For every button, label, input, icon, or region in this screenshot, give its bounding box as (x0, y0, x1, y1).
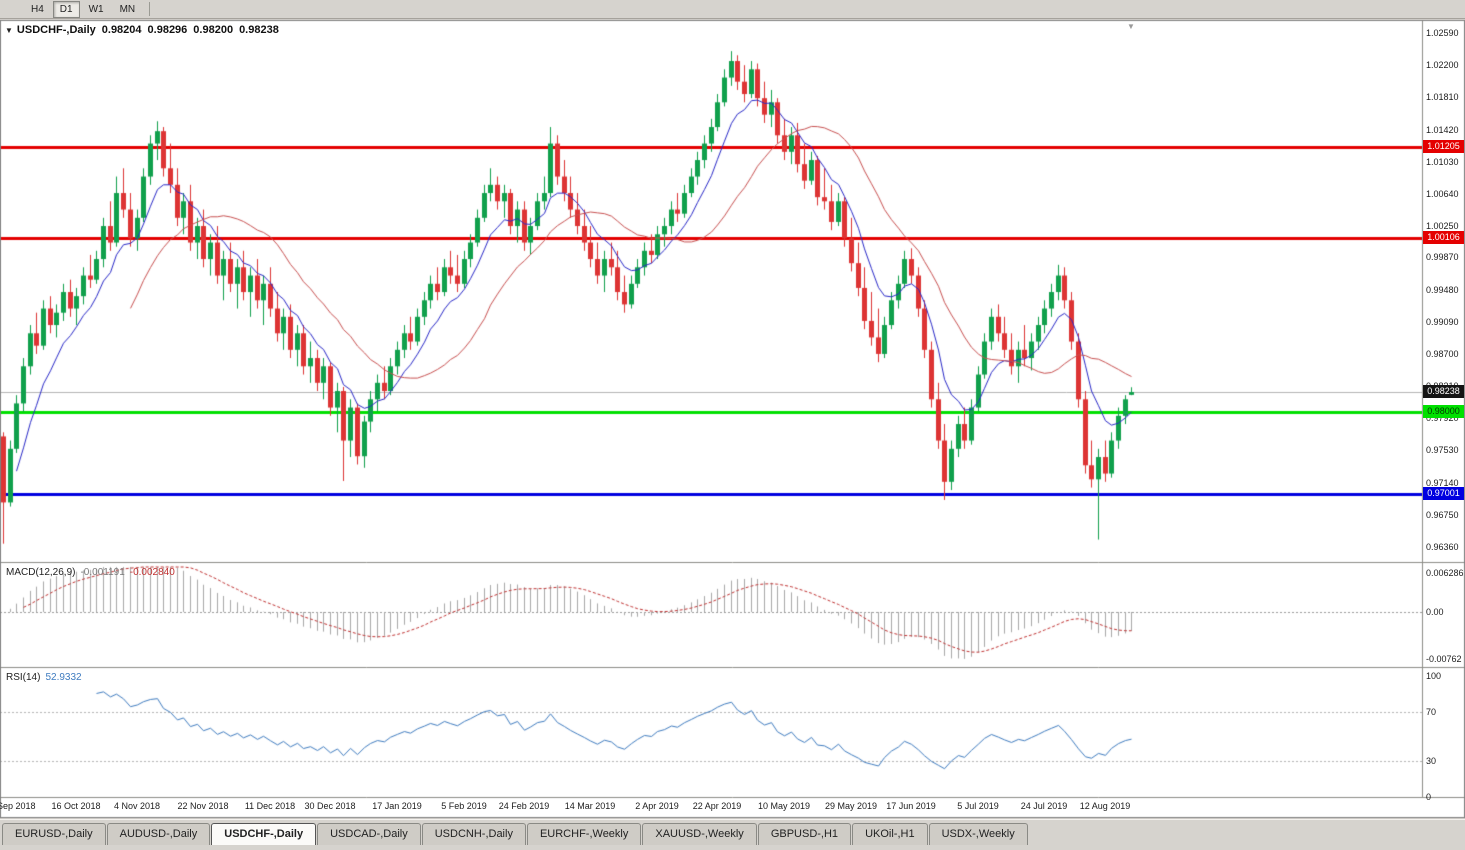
chart-tab-usdchf-daily[interactable]: USDCHF-,Daily (211, 823, 317, 845)
chart-tab-ukoil-h1[interactable]: UKOil-,H1 (852, 823, 928, 845)
macd-name: MACD(12,26,9) (6, 567, 76, 578)
macd-value-signal: -0.002840 (129, 567, 175, 578)
ohlc-close: 0.98238 (239, 24, 279, 36)
toolbar-separator (149, 2, 151, 16)
chart-expand-icon[interactable]: ▼ (5, 26, 13, 35)
chart-tab-eurchf-weekly[interactable]: EURCHF-,Weekly (526, 823, 642, 845)
chart-tab-gbpusd-h1[interactable]: GBPUSD-,H1 (757, 823, 852, 845)
chart-tab-xauusd-weekly[interactable]: XAUUSD-,Weekly (642, 823, 757, 845)
ohlc-low: 0.98200 (193, 24, 234, 36)
macd-value-main: -0.001191 (80, 567, 125, 578)
chart-tab-audusd-daily[interactable]: AUDUSD-,Daily (106, 823, 211, 845)
ohlc-open: 0.98204 (101, 24, 142, 36)
macd-indicator-label: MACD(12,26,9) -0.001191 -0.002840 (6, 567, 175, 578)
chart-tab-usdcnh-daily[interactable]: USDCNH-,Daily (421, 823, 526, 845)
chart-tab-eurusd-daily[interactable]: EURUSD-,Daily (2, 823, 106, 845)
chart-tab-usdcad-daily[interactable]: USDCAD-,Daily (317, 823, 421, 845)
period-button-mn[interactable]: MN (119, 3, 136, 15)
period-button-h4[interactable]: H4 (31, 3, 44, 15)
chart-tab-usdx-weekly[interactable]: USDX-,Weekly (928, 823, 1028, 845)
period-toolbar: H4 D1 W1 MN (0, 0, 1465, 19)
chart-tab-bar: EURUSD-,Daily AUDUSD-,Daily USDCHF-,Daily U… (0, 819, 1465, 845)
chart-symbol: USDCHF-,Daily (16, 24, 96, 36)
period-button-d1[interactable]: D1 (52, 0, 80, 18)
rsi-name: RSI(14) (6, 672, 41, 683)
chart-title: ▼ USDCHF-,Daily 0.98204 0.98296 0.98200 0.982… (5, 24, 279, 36)
ohlc-high: 0.98296 (147, 24, 188, 36)
rsi-value: 52.9332 (45, 672, 82, 683)
period-button-w1[interactable]: W1 (88, 3, 104, 15)
rsi-indicator-label: RSI(14) 52.9332 (6, 672, 82, 683)
chart-shift-marker-icon: ▼ (1127, 22, 1135, 31)
